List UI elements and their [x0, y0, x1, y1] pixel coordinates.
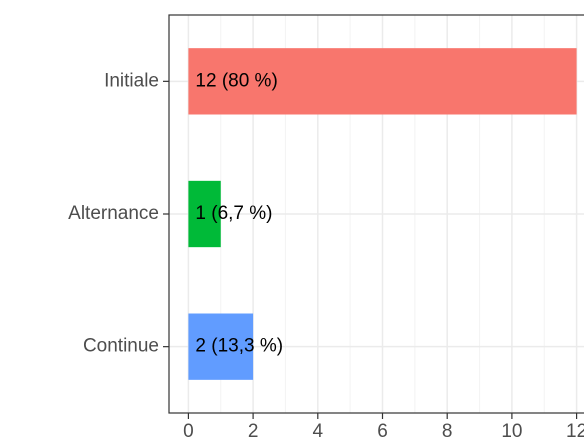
x-tick-label: 8 [442, 421, 453, 442]
x-tick-label: 6 [377, 421, 388, 442]
y-tick-label: Initiale [104, 70, 159, 91]
y-tick-label: Alternance [68, 203, 159, 224]
x-tick-label: 2 [248, 421, 259, 442]
x-tick-label: 0 [183, 421, 194, 442]
x-tick-label: 12 [566, 421, 584, 442]
bar [188, 313, 254, 380]
y-tick-label: Continue [83, 336, 159, 357]
data-label: 12 (80 %) [195, 70, 277, 91]
bar [188, 48, 577, 115]
data-label: 2 (13,3 %) [195, 336, 283, 357]
x-tick-label: 4 [313, 421, 324, 442]
x-tick-label: 10 [501, 421, 522, 442]
bar [188, 180, 221, 248]
data-label: 1 (6,7 %) [195, 203, 272, 224]
